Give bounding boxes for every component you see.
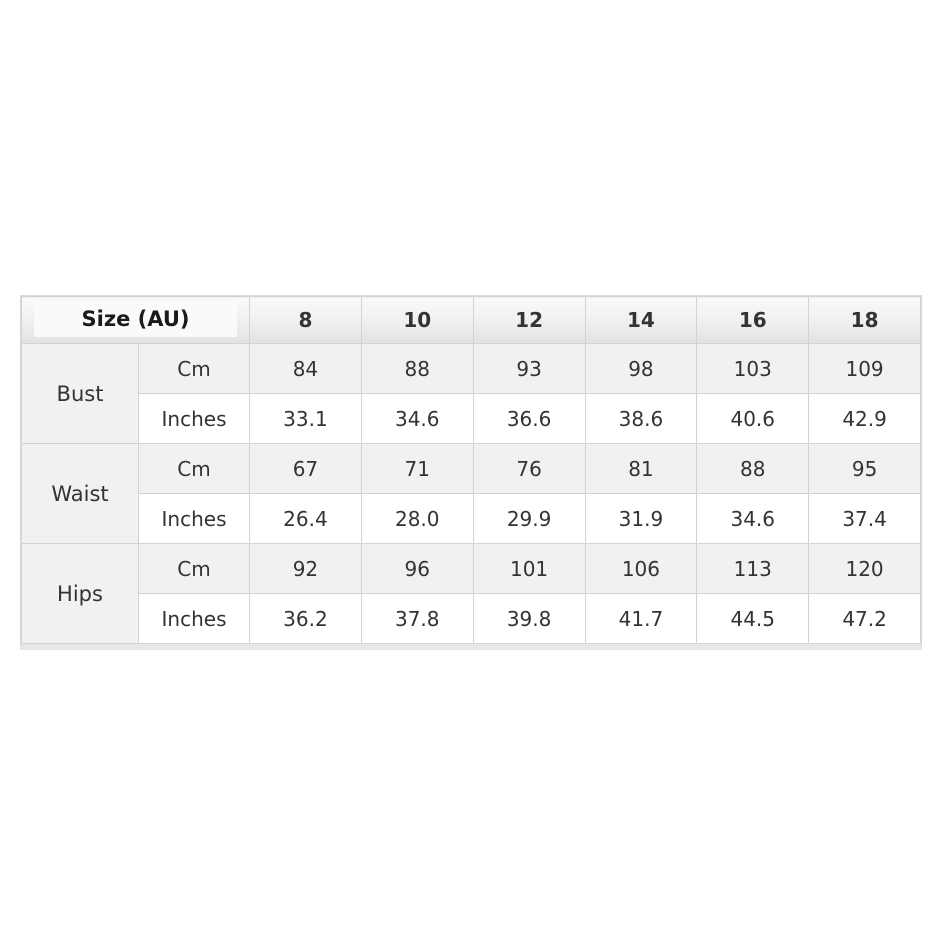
measurement-cell: 88 bbox=[360, 343, 474, 394]
size-header-18: 18 bbox=[808, 296, 921, 344]
measurement-cell: 71 bbox=[360, 443, 474, 494]
unit-label: Cm bbox=[137, 343, 251, 394]
size-header-14: 14 bbox=[584, 296, 698, 344]
measurement-cell: 33.1 bbox=[249, 393, 362, 444]
size-au-header-cell: Size (AU) bbox=[20, 296, 251, 344]
size-header-12: 12 bbox=[472, 296, 586, 344]
measurement-cell: 98 bbox=[584, 343, 698, 394]
measurement-cell: 95 bbox=[808, 443, 921, 494]
measurement-cell: 41.7 bbox=[584, 593, 698, 644]
size-chart-table: Size (AU) 8 10 12 14 16 18 Bust Cm 84 88 bbox=[20, 296, 921, 644]
measurement-cell: 40.6 bbox=[696, 393, 810, 444]
measurement-cell: 34.6 bbox=[696, 493, 810, 544]
measurement-cell: 93 bbox=[472, 343, 586, 394]
measurement-cell: 38.6 bbox=[584, 393, 698, 444]
hips-inches-row: Inches 36.2 37.8 39.8 41.7 44.5 47.2 bbox=[22, 593, 921, 644]
section-label-waist: Waist bbox=[21, 443, 139, 544]
measurement-cell: 37.4 bbox=[808, 493, 921, 544]
measurement-cell: 96 bbox=[360, 543, 474, 594]
measurement-cell: 101 bbox=[472, 543, 586, 594]
size-header-8: 8 bbox=[249, 296, 362, 344]
measurement-cell: 103 bbox=[696, 343, 810, 394]
bust-cm-row: Bust Cm 84 88 93 98 103 109 bbox=[21, 343, 921, 444]
measurement-cell: 37.8 bbox=[360, 593, 474, 644]
measurement-cell: 109 bbox=[808, 343, 921, 394]
measurement-cell: 36.2 bbox=[249, 593, 362, 644]
waist-cm-row: Waist Cm 67 71 76 81 88 95 bbox=[21, 443, 921, 544]
unit-label: Inches bbox=[137, 593, 251, 644]
unit-label: Cm bbox=[137, 443, 251, 494]
measurement-cell: 36.6 bbox=[472, 393, 586, 444]
size-chart-container: Size (AU) 8 10 12 14 16 18 Bust Cm 84 88 bbox=[20, 295, 922, 650]
measurement-cell: 29.9 bbox=[472, 493, 586, 544]
hips-cm-row: Hips Cm 92 96 101 106 113 120 bbox=[21, 543, 921, 644]
waist-inches-row: Inches 26.4 28.0 29.9 31.9 34.6 37.4 bbox=[22, 493, 921, 544]
measurement-cell: 44.5 bbox=[696, 593, 810, 644]
section-label-hips: Hips bbox=[21, 543, 139, 644]
measurement-cell: 120 bbox=[808, 543, 921, 594]
measurement-cell: 84 bbox=[249, 343, 362, 394]
measurement-cell: 26.4 bbox=[249, 493, 362, 544]
measurement-cell: 113 bbox=[696, 543, 810, 594]
section-label-bust: Bust bbox=[21, 343, 139, 444]
measurement-cell: 88 bbox=[696, 443, 810, 494]
measurement-cell: 34.6 bbox=[360, 393, 474, 444]
size-header-16: 16 bbox=[696, 296, 810, 344]
size-au-label: Size (AU) bbox=[34, 301, 238, 337]
measurement-cell: 42.9 bbox=[808, 393, 921, 444]
measurement-cell: 39.8 bbox=[472, 593, 586, 644]
unit-label: Cm bbox=[137, 543, 251, 594]
measurement-cell: 47.2 bbox=[808, 593, 921, 644]
size-chart-body: Bust Cm 84 88 93 98 103 109 Inches 33.1 … bbox=[21, 343, 921, 644]
measurement-cell: 92 bbox=[249, 543, 362, 594]
measurement-cell: 28.0 bbox=[360, 493, 474, 544]
measurement-cell: 31.9 bbox=[584, 493, 698, 544]
unit-label: Inches bbox=[137, 393, 251, 444]
size-header-10: 10 bbox=[360, 296, 474, 344]
size-chart-header: Size (AU) 8 10 12 14 16 18 bbox=[20, 296, 921, 344]
unit-label: Inches bbox=[137, 493, 251, 544]
measurement-cell: 106 bbox=[584, 543, 698, 594]
measurement-cell: 76 bbox=[472, 443, 586, 494]
measurement-cell: 67 bbox=[249, 443, 362, 494]
header-row: Size (AU) 8 10 12 14 16 18 bbox=[20, 296, 921, 344]
measurement-cell: 81 bbox=[584, 443, 698, 494]
bust-inches-row: Inches 33.1 34.6 36.6 38.6 40.6 42.9 bbox=[22, 393, 921, 444]
